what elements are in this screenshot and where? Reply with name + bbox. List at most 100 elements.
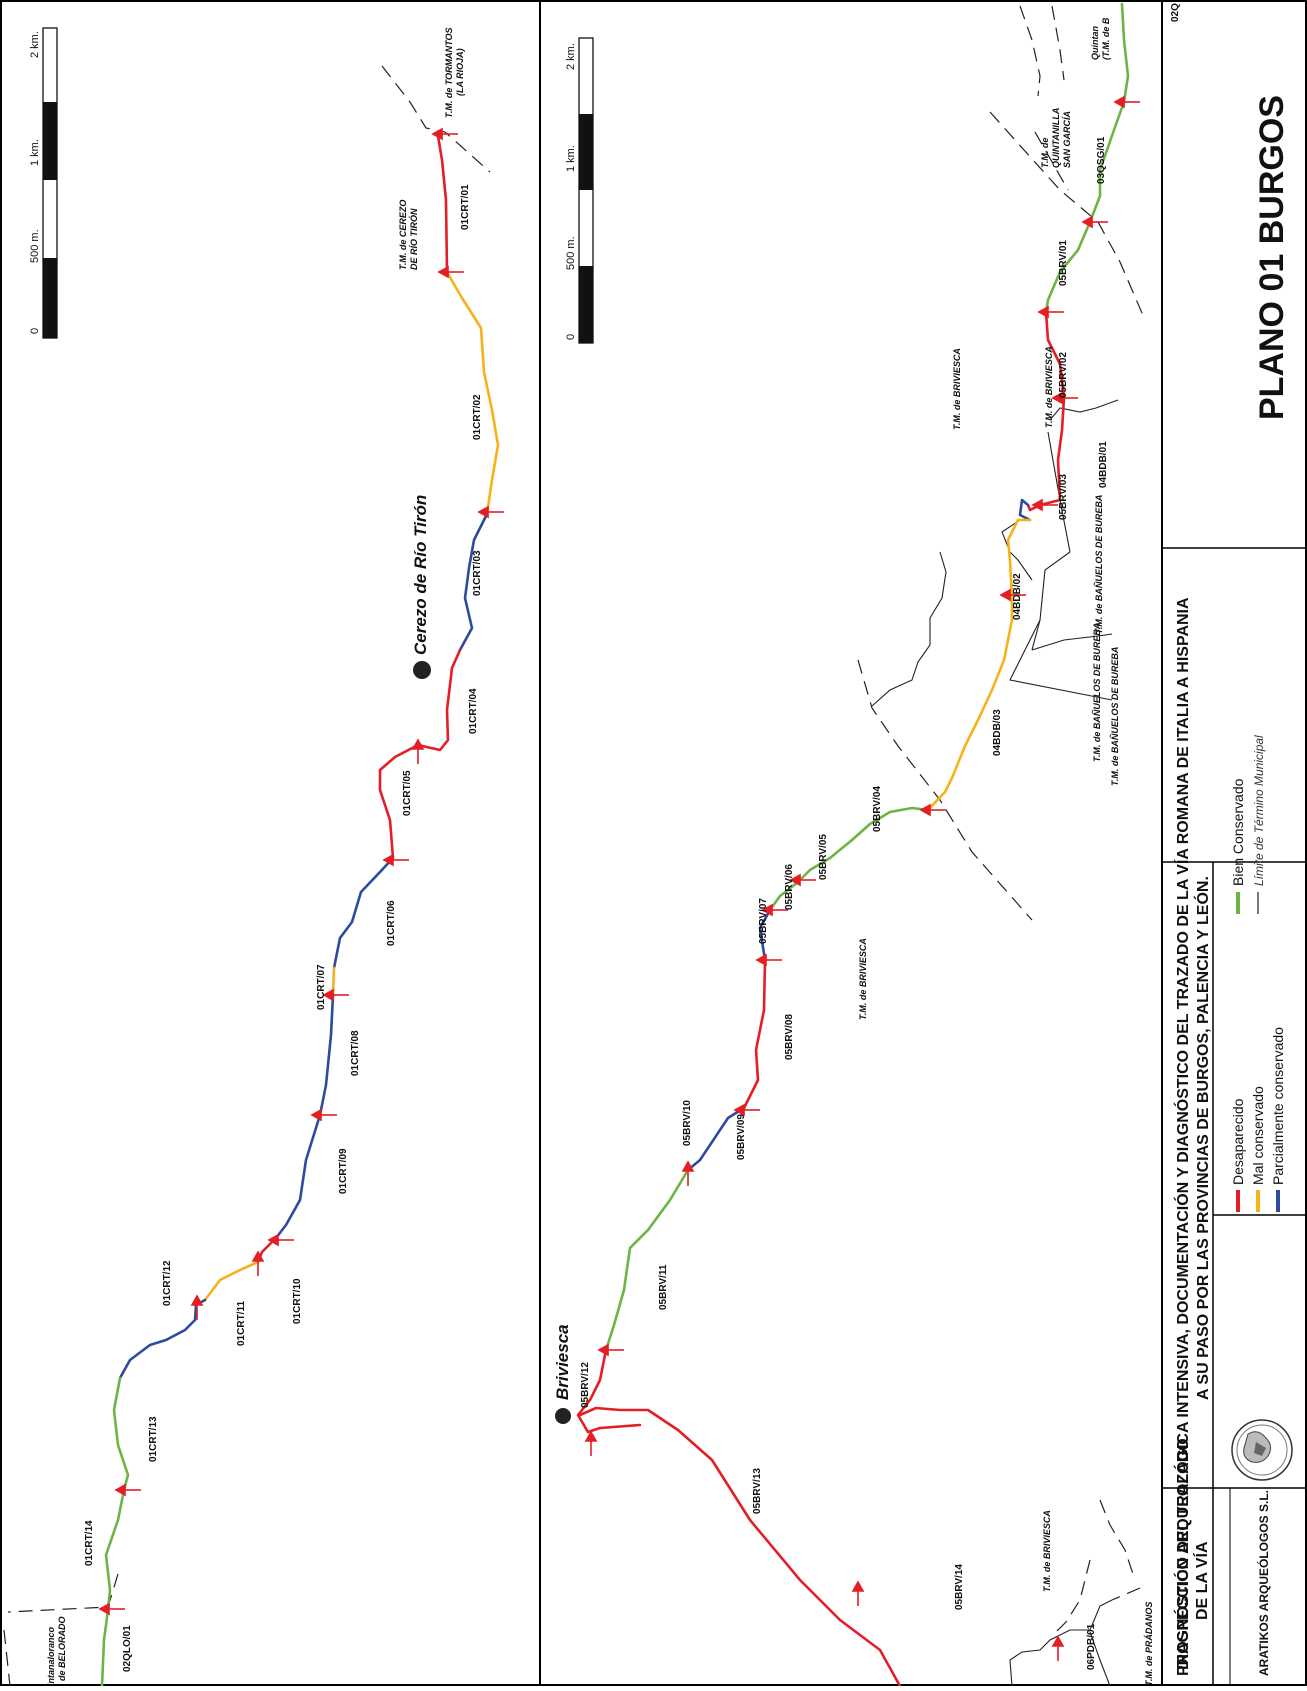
marker-brv-h (789, 873, 816, 887)
label-brv03: 05BRV/03 (1058, 474, 1069, 520)
label-brv07: 05BRV/07 (758, 898, 769, 944)
label-crt12: 01CRT/12 (162, 1260, 173, 1306)
marker-brv-a (1113, 95, 1140, 109)
segment-crt02 (445, 270, 500, 516)
scale2-500-label: 500 m. (565, 236, 577, 270)
legend-bien: Bien Conservado (1230, 778, 1246, 886)
segment-crt14 (104, 1488, 126, 1612)
marker-brv-p (1051, 1635, 1065, 1661)
segment-crt09 (274, 1113, 322, 1240)
segment-crt12 (118, 1298, 207, 1380)
label-crt13: 01CRT/13 (148, 1416, 159, 1462)
tm-briviesca-c: T.M. de BRIVIESCA (858, 938, 868, 1020)
marker-brv-i (761, 903, 788, 917)
label-crt10: 01CRT/10 (292, 1278, 303, 1324)
legend: Desaparecido Mal conservado Parcialmente… (1230, 735, 1286, 1212)
legend-mal: Mal conservado (1250, 1086, 1266, 1185)
tm-banuelos-a: T.M. de BAÑUELOS DE BUREBA (1094, 495, 1104, 634)
town-cerezo-dot (413, 661, 431, 679)
tm-cerezo-1: T.M. de CEREZO (398, 200, 408, 270)
tm-quintan-1: Quintan (1090, 26, 1100, 60)
marker-brv-m (597, 1343, 624, 1357)
marker-crt-h (267, 1233, 294, 1247)
segment-brv09 (698, 1106, 746, 1162)
municipal-boundary-2 (857, 5, 1146, 921)
segment-brv05 (796, 838, 854, 884)
strip-2: 0 500 m. 1 km. 2 km. (553, 2, 1181, 1688)
label-brv06: 05BRV/06 (784, 864, 795, 910)
tm-briviesca-a: T.M. de BRIVIESCA (952, 348, 962, 430)
marker-crt-j (190, 1294, 204, 1320)
segment-brv07 (758, 908, 772, 962)
label-brv05: 05BRV/05 (818, 834, 829, 880)
marker-brv-g (919, 803, 946, 817)
label-bdb03: 04BDB/03 (992, 709, 1003, 756)
marker-crt-b (437, 265, 464, 279)
label-brv04: 05BRV/04 (872, 786, 883, 832)
marker-brv-f (999, 588, 1026, 602)
title-band: PROSPECCIÓN ARQUEOLÓGICA INTENSIVA, DOCU… (1173, 597, 1212, 1676)
label-crt05: 01CRT/05 (402, 770, 413, 816)
label-bdb02: 04BDB/02 (1012, 573, 1023, 620)
marker-crt-c (477, 505, 504, 519)
marker-crt-e (382, 853, 409, 867)
segment-q02 (1120, 2, 1130, 104)
segment-brv08 (742, 958, 767, 1110)
label-crt14: 01CRT/14 (84, 1520, 95, 1566)
logo-seal (1231, 1419, 1293, 1481)
label-brv01: 05BRV/01 (1058, 240, 1069, 286)
tm-qsg-1: T.M. de (1040, 138, 1050, 168)
marker-brv-o (851, 1580, 865, 1606)
municipal-boundary-1 (3, 65, 491, 1687)
label-crt11: 01CRT/11 (236, 1301, 247, 1346)
marker-brv-j (755, 953, 782, 967)
label-crt01: 01CRT/01 (460, 184, 471, 230)
title-line-1: PROSPECCIÓN ARQUEOLÓGICA INTENSIVA, DOCU… (1173, 597, 1192, 1676)
marker-brv-c (1037, 305, 1064, 319)
segment-crt01 (436, 134, 449, 274)
segment-brv06 (768, 880, 800, 912)
title-line-2: A SU PASO POR LAS PROVINCIAS DE BURGOS, … (1193, 876, 1212, 1400)
road-strip-1 (100, 134, 500, 1688)
municipal-boundary-2-solid (871, 399, 1119, 1687)
plano-title: PLANO 01 BURGOS (1253, 95, 1291, 420)
road-strip-2 (576, 2, 1130, 1688)
segment-brv13 (578, 1406, 902, 1688)
label-qsg01: 03QSG/01 (1096, 136, 1107, 184)
label-qlo01: 02QLO/01 (122, 1625, 133, 1672)
legend-parcial: Parcialmente conservado (1270, 1027, 1286, 1185)
label-brv14: 05BRV/14 (954, 1564, 965, 1610)
marker-brv-d (1051, 391, 1078, 405)
segment-crt08 (318, 993, 335, 1117)
town-cerezo-label: Cerezo de Río Tirón (411, 495, 430, 655)
label-crt09: 01CRT/09 (338, 1148, 349, 1194)
tm-banuelos-c: T.M. de BAÑUELOS DE BUREBA (1110, 647, 1120, 786)
marker-crt-f (322, 988, 349, 1002)
tm-belorado-2: . de BELORADO (57, 1616, 67, 1686)
marker-crt-k (114, 1483, 141, 1497)
scale-2k-label: 2 km. (29, 31, 41, 58)
tm-briviesca-d: T.M. de BRIVIESCA (1042, 1510, 1052, 1592)
label-brv11: 05BRV/11 (658, 1264, 669, 1310)
tm-briviesca-b: T.M. de BRIVIESCA (1044, 346, 1054, 428)
segment-brv14 (586, 1423, 642, 1434)
town-briviesca-label: Briviesca (553, 1324, 572, 1400)
tm-qsg-2: QUINTANILLA (1051, 108, 1061, 168)
markers-strip-2 (584, 95, 1140, 1661)
label-crt07: 01CRT/07 (316, 964, 327, 1010)
segment-crt06 (332, 856, 395, 970)
label-crt04: 01CRT/04 (468, 688, 479, 734)
legend-desaparecido: Desaparecido (1230, 1098, 1246, 1185)
scale-bar-1: 0 500 m. 1 km. 2 km. (29, 27, 58, 339)
segment-crt13 (112, 1376, 130, 1492)
municipal-boundary-2b (1055, 1499, 1141, 1633)
segment-bdb01 (1018, 498, 1032, 522)
label-crt03: 01CRT/03 (472, 550, 483, 596)
marker-crt-l (98, 1602, 125, 1616)
label-brv13: 05BRV/13 (752, 1468, 763, 1514)
segment-brv11 (604, 1168, 690, 1352)
marker-brv-k (733, 1103, 760, 1117)
